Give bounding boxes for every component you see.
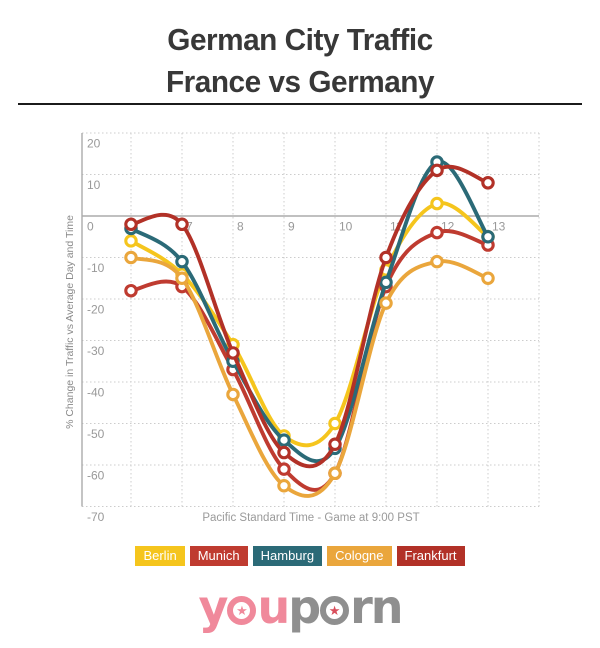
data-point-hamburg[interactable] <box>175 254 189 269</box>
x-tick-label: 7 <box>186 220 193 234</box>
data-point-frankfurt[interactable] <box>328 437 342 451</box>
data-point-munich[interactable] <box>124 283 138 298</box>
x-tick-label: 10 <box>339 220 353 234</box>
data-point-cologne[interactable] <box>226 387 240 402</box>
data-point-berlin[interactable] <box>124 234 138 248</box>
chart-legend: Berlin Munich Hamburg Cologne Frankfurt <box>0 546 600 566</box>
y-tick-label: 0 <box>87 220 94 234</box>
data-point-cologne[interactable] <box>124 250 138 265</box>
page-title-line2: France vs Germany <box>165 64 435 99</box>
legend-item-munich[interactable]: Munich <box>189 546 248 566</box>
data-point-hamburg[interactable] <box>277 433 291 447</box>
x-axis-caption: Pacific Standard Time - Game at 9:00 PST <box>202 512 420 524</box>
data-point-cologne[interactable] <box>175 271 189 285</box>
data-point-cologne[interactable] <box>277 478 291 493</box>
brand-logo[interactable]: y ★ u p ★ rn <box>0 580 600 634</box>
y-tick-label: -40 <box>87 386 105 400</box>
data-point-cologne[interactable] <box>328 466 342 481</box>
data-point-cologne[interactable] <box>379 296 393 310</box>
y-tick-label: -30 <box>87 344 105 358</box>
y-tick-label: 10 <box>87 178 101 192</box>
x-tick-label: 9 <box>288 220 295 234</box>
star-icon: ★ <box>328 602 341 618</box>
data-point-frankfurt[interactable] <box>124 217 138 232</box>
logo-o-ring-icon: ★ <box>320 595 350 625</box>
page-title-line1: German City Traffic <box>167 22 433 57</box>
logo-letter-y: y <box>198 580 228 634</box>
data-point-cologne[interactable] <box>430 254 444 269</box>
y-tick-label: -10 <box>87 261 105 275</box>
y-tick-label: 20 <box>87 137 101 151</box>
data-point-hamburg[interactable] <box>481 230 495 244</box>
data-point-berlin[interactable] <box>328 416 342 431</box>
y-tick-label: -50 <box>87 427 105 441</box>
data-point-frankfurt[interactable] <box>175 217 189 232</box>
data-point-frankfurt[interactable] <box>379 250 393 265</box>
y-tick-label: -20 <box>87 303 105 317</box>
logo-letter-p: p <box>288 580 321 634</box>
y-tick-label: -60 <box>87 469 105 483</box>
data-point-frankfurt[interactable] <box>481 176 495 190</box>
data-point-frankfurt[interactable] <box>277 445 291 460</box>
star-icon: ★ <box>236 602 248 618</box>
series-line-cologne[interactable] <box>129 255 490 498</box>
logo-letters-rn: rn <box>350 580 403 634</box>
legend-item-berlin[interactable]: Berlin <box>135 546 185 566</box>
data-point-frankfurt[interactable] <box>430 163 444 178</box>
series-line-frankfurt[interactable] <box>129 164 490 469</box>
y-tick-label: -70 <box>87 510 105 524</box>
title-divider <box>18 103 582 105</box>
logo-o-ring-icon: ★ <box>227 595 257 625</box>
y-axis-label: % Change in Traffic vs Average Day and T… <box>64 215 76 429</box>
legend-item-hamburg[interactable]: Hamburg <box>252 546 323 566</box>
legend-item-cologne[interactable]: Cologne <box>327 546 392 566</box>
data-point-frankfurt[interactable] <box>226 346 240 360</box>
x-tick-label: 8 <box>237 220 244 234</box>
series-line-berlin[interactable] <box>129 201 490 448</box>
logo-letter-u: u <box>257 580 290 634</box>
legend-item-frankfurt[interactable]: Frankfurt <box>396 546 465 566</box>
data-point-munich[interactable] <box>277 462 291 476</box>
data-point-cologne[interactable] <box>481 271 495 285</box>
data-point-hamburg[interactable] <box>379 275 393 290</box>
data-point-munich[interactable] <box>430 225 444 240</box>
x-tick-label: 13 <box>492 220 506 234</box>
data-point-berlin[interactable] <box>430 196 444 211</box>
